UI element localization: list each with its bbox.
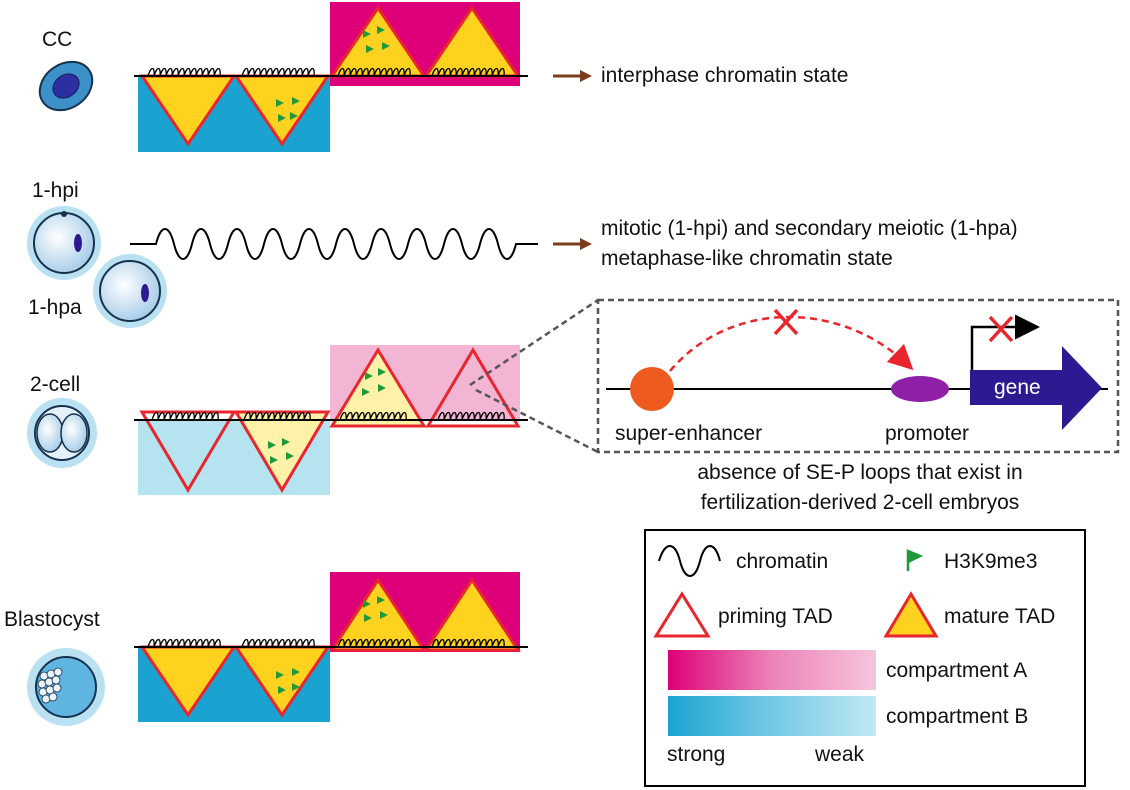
hpi-polar-body-icon [61, 211, 67, 217]
blastocyst-h3k9me3-flags-1 [276, 668, 300, 694]
two-cell-blastomere-right-icon [60, 413, 88, 453]
legend-chromatin-wave-icon [658, 545, 721, 577]
legend [644, 529, 1086, 787]
se-p-inset [596, 298, 1120, 454]
metaphase-row [27, 206, 592, 328]
blastocyst-row [27, 572, 528, 726]
two-cell-h3k9me3-flags-2 [362, 368, 386, 396]
cc-h3k9me3-flags-1 [276, 97, 300, 122]
blastocyst-coil-2 [241, 638, 315, 648]
two-cell-priming-tad-3 [425, 347, 521, 428]
blastocyst-inner-cell-mass-icon [37, 667, 63, 704]
promoter-icon [891, 376, 949, 402]
hpi-spindle-icon [74, 234, 82, 252]
cc-nucleus-icon [52, 73, 80, 99]
cc-coil-3 [337, 67, 411, 77]
legend-priming-tad-icon [653, 591, 711, 638]
cc-coil-1 [147, 67, 221, 77]
two-cell-h3k9me3-flags-1 [268, 438, 294, 464]
stage-label-blastocyst: Blastocyst [4, 608, 100, 631]
hpi-cell-icon [33, 212, 95, 274]
blastocyst-coil-4 [431, 638, 505, 648]
cc-h3k9me3-flags-2 [363, 26, 390, 53]
blastocyst-mature-tad-1 [329, 577, 427, 652]
stage-label-1-hpi: 1-hpi [32, 179, 79, 202]
two-cell-priming-tad-1 [139, 410, 237, 493]
stage-label-cc: CC [42, 28, 73, 51]
cc-row [38, 2, 592, 152]
two-cell-priming-tad-2 [233, 410, 331, 493]
tss-arrow-icon [970, 314, 1040, 370]
legend-compartment-b-label: compartment B [886, 705, 1029, 728]
blastocyst-coil-1 [147, 638, 221, 648]
legend-chromatin-label: chromatin [736, 550, 829, 573]
two-cell-blastomere-left-icon [36, 413, 64, 453]
blastocyst-mature-tad-2 [423, 577, 521, 652]
legend-strong-label: strong [667, 743, 726, 766]
hpa-cell-icon [99, 260, 161, 322]
metaphase-state-label-line1: mitotic (1-hpi) and secondary meiotic (1… [601, 217, 1018, 240]
legend-mature-tad-icon [883, 591, 939, 638]
stage-label-2-cell: 2-cell [30, 373, 81, 396]
cc-coil-4 [431, 67, 505, 77]
legend-priming-tad-label: priming TAD [718, 605, 833, 628]
se-p-loop-arrow [669, 315, 914, 372]
metaphase-state-arrowhead-icon [580, 238, 592, 250]
transcription-cross-icon [988, 315, 1014, 343]
legend-weak-label: weak [815, 743, 865, 766]
super-enhancer-label: super-enhancer [615, 422, 763, 445]
legend-h3k9me3-flag-icon [906, 549, 924, 571]
legend-compartment-a-gradient [668, 650, 876, 690]
legend-compartment-a-label: compartment A [886, 659, 1028, 682]
metaphase-state-label-line2: metaphase-like chromatin state [601, 247, 893, 270]
two-cell-row [27, 298, 599, 495]
inset-caption-line2: fertilization-derived 2-cell embryos [700, 491, 1020, 514]
loop-cross-icon [773, 308, 799, 336]
legend-h3k9me3-label: H3K9me3 [944, 550, 1038, 573]
legend-compartment-b-gradient [668, 696, 876, 736]
two-cell-coil-1 [151, 411, 219, 421]
cc-coil-2 [241, 67, 315, 77]
two-cell-coil-2 [243, 411, 311, 421]
hpa-spindle-icon [141, 284, 149, 302]
inset-caption-line1: absence of SE-P loops that exist in [697, 461, 1023, 484]
metaphase-chromatin-wave [130, 228, 538, 260]
gene-arrow-icon [970, 346, 1102, 430]
interphase-state-label: interphase chromatin state [601, 64, 849, 87]
stage-label-1-hpa: 1-hpa [28, 296, 82, 319]
promoter-label: promoter [885, 422, 970, 445]
legend-mature-tad-label: mature TAD [944, 605, 1056, 628]
zoom-line-top [469, 298, 599, 387]
blastocyst-h3k9me3-flags-2 [363, 596, 388, 622]
super-enhancer-icon [630, 367, 674, 411]
blastocyst-coil-3 [337, 638, 411, 648]
cc-state-arrowhead-icon [580, 70, 592, 82]
gene-label: gene [994, 376, 1041, 399]
two-cell-coil-3 [339, 411, 407, 421]
zoom-line-bottom [475, 388, 599, 454]
two-cell-coil-4 [437, 411, 505, 421]
